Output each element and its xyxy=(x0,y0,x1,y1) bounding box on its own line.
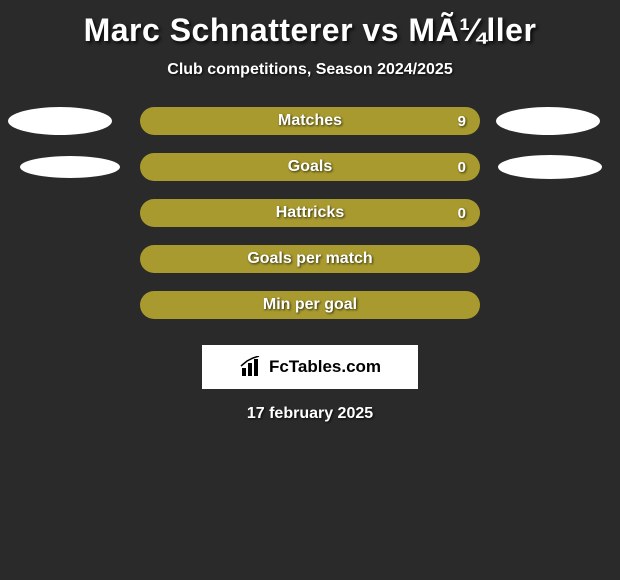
stat-row: Hattricks 0 xyxy=(0,199,620,227)
stat-value: 0 xyxy=(458,205,466,222)
stat-row: Goals per match xyxy=(0,245,620,273)
right-ellipse xyxy=(496,107,600,135)
subtitle: Club competitions, Season 2024/2025 xyxy=(167,61,452,79)
logo-box: FcTables.com xyxy=(202,345,418,389)
stat-bar: Goals 0 xyxy=(140,153,480,181)
date-label: 17 february 2025 xyxy=(247,405,373,423)
stat-label: Min per goal xyxy=(263,296,357,314)
stat-label: Matches xyxy=(278,112,342,130)
stat-row: Matches 9 xyxy=(0,107,620,135)
stat-bar: Min per goal xyxy=(140,291,480,319)
left-ellipse xyxy=(8,107,112,135)
stat-label: Goals per match xyxy=(247,250,372,268)
stat-value: 0 xyxy=(458,159,466,176)
stat-value: 9 xyxy=(458,113,466,130)
stat-label: Goals xyxy=(288,158,332,176)
logo-text: FcTables.com xyxy=(269,357,381,377)
stat-bar: Matches 9 xyxy=(140,107,480,135)
stat-bar: Hattricks 0 xyxy=(140,199,480,227)
bar-chart-icon xyxy=(239,356,265,378)
left-ellipse xyxy=(20,156,120,178)
stat-row: Goals 0 xyxy=(0,153,620,181)
stat-label: Hattricks xyxy=(276,204,344,222)
stat-bar: Goals per match xyxy=(140,245,480,273)
right-ellipse xyxy=(498,155,602,179)
stats-rows: Matches 9 Goals 0 Hattricks 0 Goals per … xyxy=(0,107,620,319)
comparison-infographic: Marc Schnatterer vs MÃ¼ller Club competi… xyxy=(0,0,620,580)
page-title: Marc Schnatterer vs MÃ¼ller xyxy=(84,12,537,49)
stat-row: Min per goal xyxy=(0,291,620,319)
